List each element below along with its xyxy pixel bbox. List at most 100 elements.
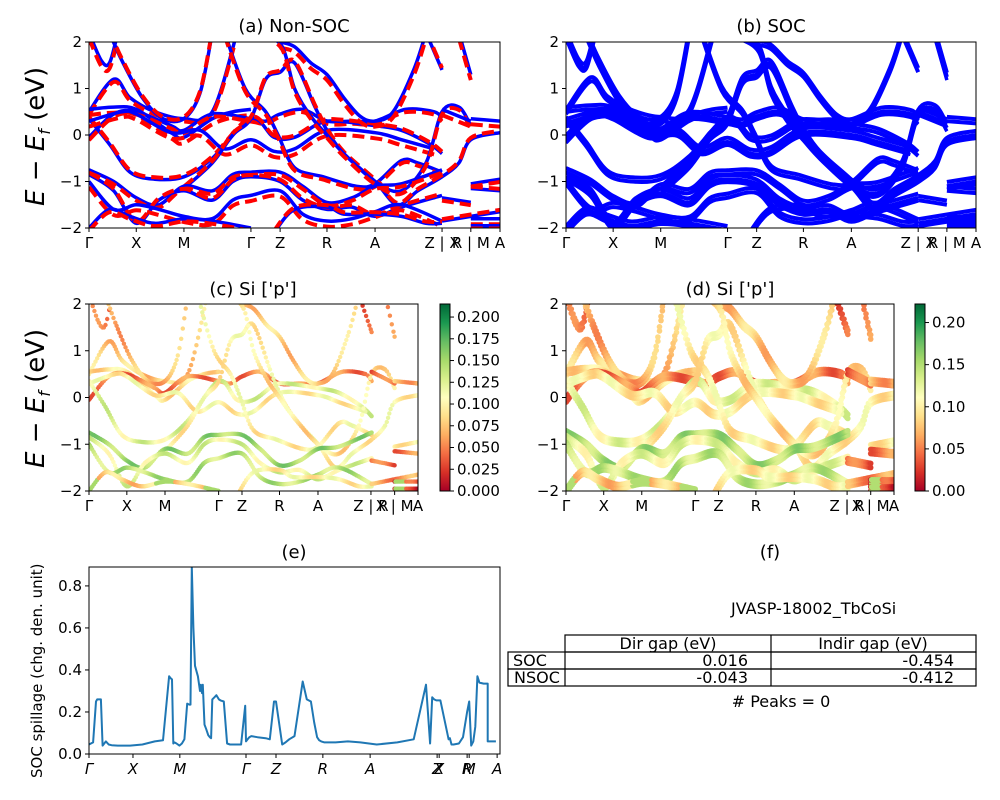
projection-point bbox=[203, 304, 208, 306]
projection-point bbox=[243, 410, 248, 415]
projection-point bbox=[254, 355, 259, 361]
projection-point bbox=[239, 398, 244, 404]
projection-point bbox=[392, 463, 397, 468]
projection-point bbox=[225, 347, 230, 352]
projection-point bbox=[103, 322, 108, 328]
xtick-label: Z bbox=[237, 497, 247, 515]
xtick-label: R | M bbox=[452, 234, 490, 252]
band-line-nonsoc-down bbox=[428, 42, 444, 69]
band-line-soc bbox=[917, 109, 948, 126]
ytick-label: −1 bbox=[537, 435, 559, 453]
projection-point bbox=[258, 340, 264, 345]
band-lines bbox=[89, 42, 500, 228]
projection-point bbox=[861, 413, 867, 419]
band-line-soc bbox=[946, 184, 976, 191]
projection-point bbox=[88, 295, 92, 299]
ylabel-energy-middle: E − Ef (eV) bbox=[21, 329, 54, 468]
projection-point bbox=[392, 385, 397, 391]
projection-point bbox=[342, 341, 347, 347]
projection-point bbox=[816, 343, 823, 350]
projection-point bbox=[862, 408, 869, 415]
band-line-nonsoc-up bbox=[459, 42, 473, 76]
projection-point bbox=[831, 293, 837, 299]
xtick-label: M bbox=[654, 234, 667, 252]
xtick-label: M bbox=[177, 234, 190, 252]
projection-point bbox=[96, 352, 102, 358]
projection-point bbox=[179, 336, 184, 341]
projection-point bbox=[818, 339, 824, 346]
xtick-label: Γ bbox=[214, 497, 223, 515]
projection-point bbox=[662, 294, 668, 300]
projection-point bbox=[115, 327, 121, 332]
xtick-label: Γ bbox=[562, 234, 571, 252]
projection-point bbox=[272, 380, 278, 385]
band-line-nonsoc-up bbox=[225, 42, 443, 189]
projection-point bbox=[385, 415, 391, 420]
projection-point bbox=[241, 406, 247, 411]
projection-point bbox=[651, 350, 658, 357]
projection-point bbox=[228, 371, 233, 377]
projection-point bbox=[216, 488, 221, 491]
xtick-label: X bbox=[122, 497, 132, 515]
projection-point bbox=[180, 326, 185, 331]
projection-point bbox=[89, 299, 93, 303]
projection-point bbox=[248, 336, 253, 342]
projection-point bbox=[695, 367, 702, 374]
band-line-soc bbox=[566, 111, 911, 157]
projection-point bbox=[96, 320, 102, 325]
projection-point bbox=[733, 333, 739, 340]
projection-point bbox=[92, 308, 97, 314]
band-line-soc bbox=[753, 206, 919, 228]
band-line-soc bbox=[568, 212, 708, 228]
projection-point bbox=[211, 348, 217, 353]
projection-point bbox=[580, 294, 586, 300]
band-line-nonsoc-down bbox=[89, 42, 119, 74]
projection-point bbox=[734, 338, 741, 344]
projection-point bbox=[208, 339, 213, 344]
projection-point bbox=[673, 297, 679, 303]
xtick-label: R | M bbox=[928, 234, 966, 252]
projection-point bbox=[251, 348, 256, 353]
projection-point bbox=[845, 411, 851, 418]
projection-point bbox=[415, 393, 418, 398]
projection-point bbox=[185, 298, 189, 302]
projection-point bbox=[201, 316, 207, 321]
band-line-nonsoc-down bbox=[441, 207, 500, 222]
projection-point bbox=[195, 292, 199, 296]
projection-point bbox=[659, 308, 666, 314]
projection-point bbox=[87, 292, 91, 296]
projection-point bbox=[415, 479, 418, 484]
projection-point bbox=[187, 368, 192, 373]
projection-point bbox=[566, 304, 573, 307]
projection-point bbox=[111, 315, 116, 321]
projection-point bbox=[362, 399, 368, 404]
projection-point bbox=[117, 330, 122, 335]
band-line-soc bbox=[566, 118, 920, 185]
projection-point bbox=[387, 411, 392, 416]
ytick-label: −1 bbox=[60, 173, 82, 191]
projection-point bbox=[565, 297, 571, 303]
projection-point bbox=[174, 357, 179, 363]
projection-point bbox=[671, 294, 677, 300]
projection-point bbox=[369, 414, 374, 419]
ytick-label: 2 bbox=[72, 33, 82, 51]
band-line-soc bbox=[917, 113, 948, 129]
band-line-soc bbox=[566, 205, 728, 228]
projection-point bbox=[662, 290, 668, 296]
projection-point bbox=[563, 294, 569, 300]
projection-point bbox=[357, 292, 361, 296]
projection-point bbox=[386, 372, 392, 377]
projection-point bbox=[584, 304, 590, 310]
projection-point bbox=[269, 372, 275, 377]
projection-point bbox=[205, 328, 210, 333]
band-line-nonsoc-down bbox=[224, 42, 443, 192]
projection-point bbox=[384, 298, 388, 302]
projection-point bbox=[93, 359, 98, 364]
projection-point bbox=[198, 304, 201, 305]
projection-point bbox=[563, 290, 569, 296]
projection-point bbox=[832, 290, 838, 296]
